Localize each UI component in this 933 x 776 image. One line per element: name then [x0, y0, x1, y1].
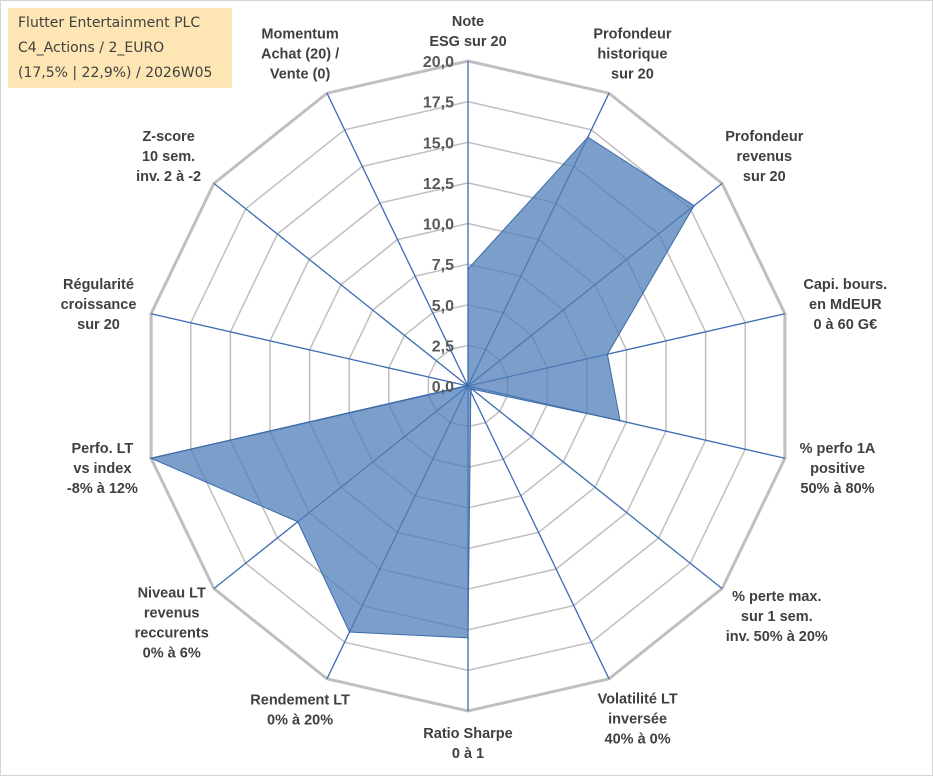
axis-label-line: revenus — [144, 605, 200, 621]
axis-label-line: vs index — [73, 461, 131, 477]
period-label: (17,5% | 22,9%) / 2026W05 — [18, 65, 213, 81]
axis-label-line: croissance — [61, 297, 137, 313]
axis-label-line: inversée — [608, 712, 667, 728]
axis-label-line: reccurents — [135, 625, 209, 641]
axis-label: Rendement LT 0% à 20% — [250, 692, 350, 728]
data-point — [467, 268, 469, 270]
axis-label-line: Capi. bours. — [803, 277, 887, 293]
axis-label-line: Achat (20) / — [261, 47, 339, 63]
axis-label-line: inv. 50% à 20% — [726, 629, 828, 645]
data-point — [693, 204, 695, 207]
axis-spoke — [326, 92, 469, 387]
axis-label: Profondeur historique sur 20 — [593, 27, 671, 83]
axis-label-line: Profondeur — [725, 129, 803, 145]
axis-label-line: Momentum — [261, 27, 338, 43]
axis-label-line: ESG sur 20 — [429, 34, 506, 50]
axis-spoke — [150, 313, 469, 387]
axis-label-line: Volatilité LT — [598, 692, 678, 708]
data-point — [467, 385, 469, 387]
axis-label-line: inv. 2 à -2 — [136, 169, 201, 185]
data-point — [606, 353, 609, 356]
axis-label-line: Perfo. LT — [72, 441, 134, 457]
axis-label: % perfo 1A positive 50% à 80% — [800, 441, 876, 497]
data-point — [467, 637, 469, 639]
axis-label: Niveau LT revenus reccurents 0% à 6% — [135, 585, 209, 661]
axis-label-line: Rendement LT — [250, 692, 350, 708]
axis-label-line: historique — [597, 47, 667, 63]
axis-label-line: Niveau LT — [138, 585, 206, 601]
tick-label: 12,5 — [423, 176, 454, 193]
axis-label: Régularité croissance sur 20 — [61, 277, 137, 333]
axis-label-line: 40% à 0% — [605, 732, 671, 748]
company-name: Flutter Entertainment PLC — [18, 15, 201, 31]
data-point — [150, 457, 152, 460]
axis-label-line: 0 à 60 G€ — [813, 317, 877, 333]
data-point — [471, 388, 473, 390]
data-point — [297, 521, 299, 523]
tick-label: 2,5 — [432, 338, 454, 355]
tick-label: 7,5 — [432, 257, 454, 274]
tick-label: 0,0 — [432, 379, 454, 396]
axis-spoke — [213, 182, 469, 387]
axis-label: Volatilité LT inversée 40% à 0% — [598, 692, 678, 748]
axis-label-line: en MdEUR — [809, 297, 882, 313]
axis-label-line: sur 1 sem. — [741, 609, 813, 625]
axis-label: Momentum Achat (20) / Vente (0) — [261, 27, 339, 83]
axis-label-line: positive — [810, 461, 865, 477]
axis-label-line: 0 à 1 — [452, 746, 484, 762]
axis-label-line: Régularité — [63, 277, 134, 293]
axis-label-line: Profondeur — [593, 27, 671, 43]
axis-label-line: 10 sem. — [142, 149, 195, 165]
axis-label-line: sur 20 — [77, 317, 120, 333]
category-label: C4_Actions / 2_EURO — [18, 40, 165, 56]
axis-label-line: Ratio Sharpe — [423, 726, 512, 742]
axis-label-line: revenus — [736, 149, 792, 165]
tick-labels: 0,0 2,5 5,0 7,5 10,0 12,5 15,0 17,5 20,0 — [423, 54, 454, 396]
series-area — [149, 136, 695, 639]
axis-labels: Note ESG sur 20 Profondeur historique sur 20… — [61, 14, 888, 762]
data-point — [619, 419, 621, 422]
axis-label: % perte max. sur 1 sem. inv. 50% à 20% — [726, 589, 828, 645]
axis-label-line: % perte max. — [732, 589, 821, 605]
axis-label: Perfo. LT vs index -8% à 12% — [67, 441, 138, 497]
axis-label: Profondeur revenus sur 20 — [725, 129, 803, 185]
tick-label: 20,0 — [423, 54, 454, 71]
axis-label: Note ESG sur 20 — [429, 14, 506, 50]
data-point — [348, 631, 351, 633]
tick-label: 5,0 — [432, 298, 454, 315]
axis-label: Z-score 10 sem. inv. 2 à -2 — [136, 129, 201, 185]
tick-label: 15,0 — [423, 135, 454, 152]
axis-label-line: 0% à 6% — [143, 645, 201, 661]
axis-label-line: Z-score — [142, 129, 194, 145]
axis-label-line: Vente (0) — [270, 67, 331, 83]
tick-label: 10,0 — [423, 217, 454, 234]
axis-label-line: sur 20 — [743, 169, 786, 185]
axis-label-line: 50% à 80% — [800, 481, 874, 497]
tick-label: 17,5 — [423, 95, 454, 112]
axis-spoke — [467, 385, 723, 590]
info-box: Flutter Entertainment PLC C4_Actions / 2… — [8, 8, 232, 88]
axis-label-line: -8% à 12% — [67, 481, 138, 497]
radar-series — [149, 136, 695, 639]
axis-label-line: 0% à 20% — [267, 712, 333, 728]
axis-label: Ratio Sharpe 0 à 1 — [423, 726, 512, 762]
axis-spoke — [467, 385, 610, 680]
axis-label-line: sur 20 — [611, 67, 654, 83]
data-point — [587, 136, 589, 138]
axis-label-line: Note — [452, 14, 484, 30]
axis-label: Capi. bours. en MdEUR 0 à 60 G€ — [803, 277, 887, 333]
data-point — [465, 384, 468, 387]
data-point — [470, 391, 472, 393]
axis-label-line: % perfo 1A — [800, 441, 876, 457]
